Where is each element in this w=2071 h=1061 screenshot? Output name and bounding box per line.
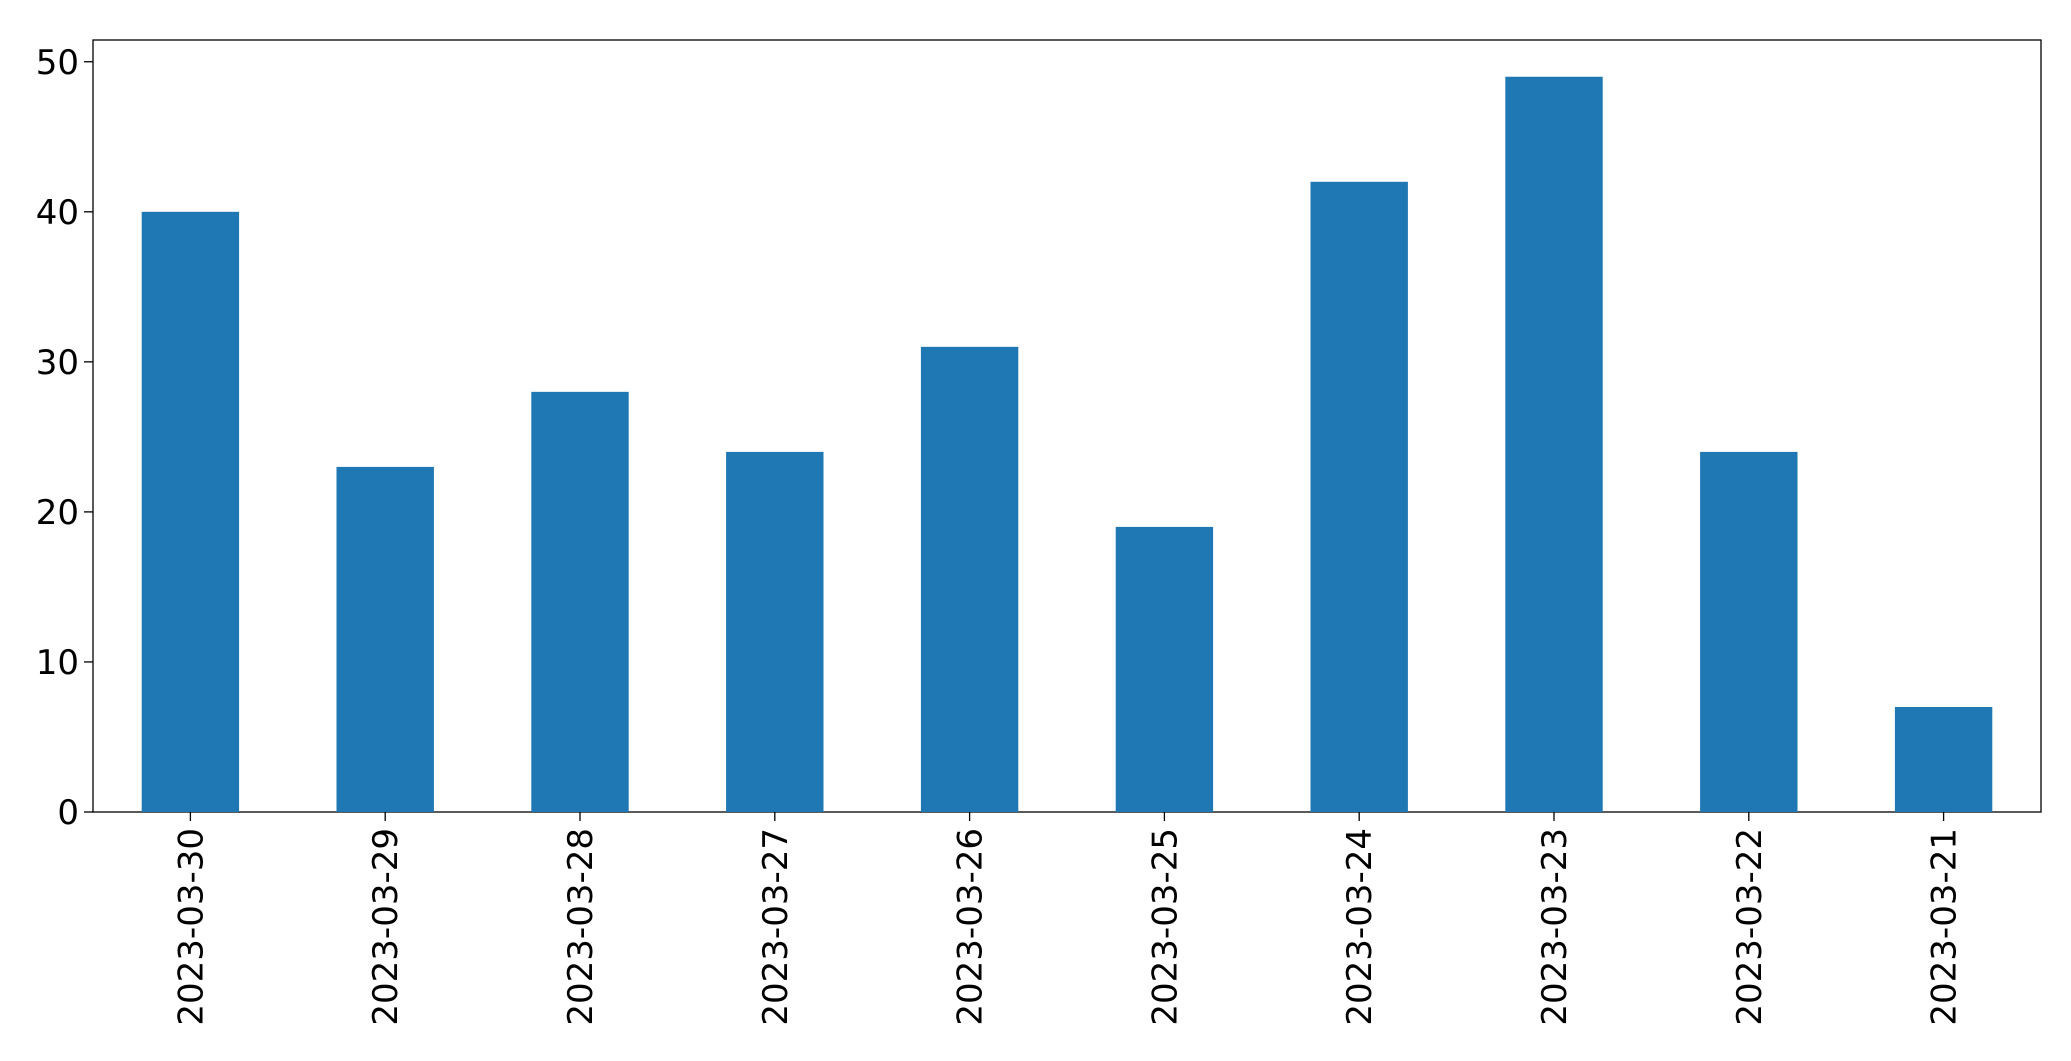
bar <box>1700 451 1798 812</box>
plot-frame <box>92 39 2042 813</box>
x-tick-label: 2023-03-23 <box>1535 828 1575 1026</box>
x-tick-label: 2023-03-25 <box>1145 828 1185 1026</box>
x-tick-label: 2023-03-24 <box>1340 828 1380 1026</box>
x-tick-label: 2023-03-22 <box>1730 828 1770 1026</box>
x-tick-label: 2023-03-28 <box>561 828 601 1026</box>
bar <box>336 466 434 812</box>
y-tick-label: 50 <box>36 43 79 83</box>
x-tick-label: 2023-03-29 <box>366 828 406 1026</box>
bar <box>1310 181 1408 813</box>
bar <box>726 451 824 812</box>
y-tick-label: 40 <box>36 193 79 233</box>
bar <box>1894 706 1993 812</box>
bar <box>1505 76 1603 812</box>
x-tick-label: 2023-03-30 <box>171 828 211 1026</box>
y-tick-label: 0 <box>57 793 79 833</box>
bar <box>141 211 240 812</box>
bar <box>531 391 629 812</box>
bar <box>920 346 1019 812</box>
x-tick-label: 2023-03-21 <box>1925 828 1965 1026</box>
bar <box>1115 526 1214 812</box>
x-tick-label: 2023-03-26 <box>951 828 991 1026</box>
x-tick-label: 2023-03-27 <box>756 828 796 1026</box>
y-tick-label: 30 <box>36 343 79 383</box>
y-tick-label: 10 <box>36 643 79 683</box>
y-tick-label: 20 <box>36 493 79 533</box>
